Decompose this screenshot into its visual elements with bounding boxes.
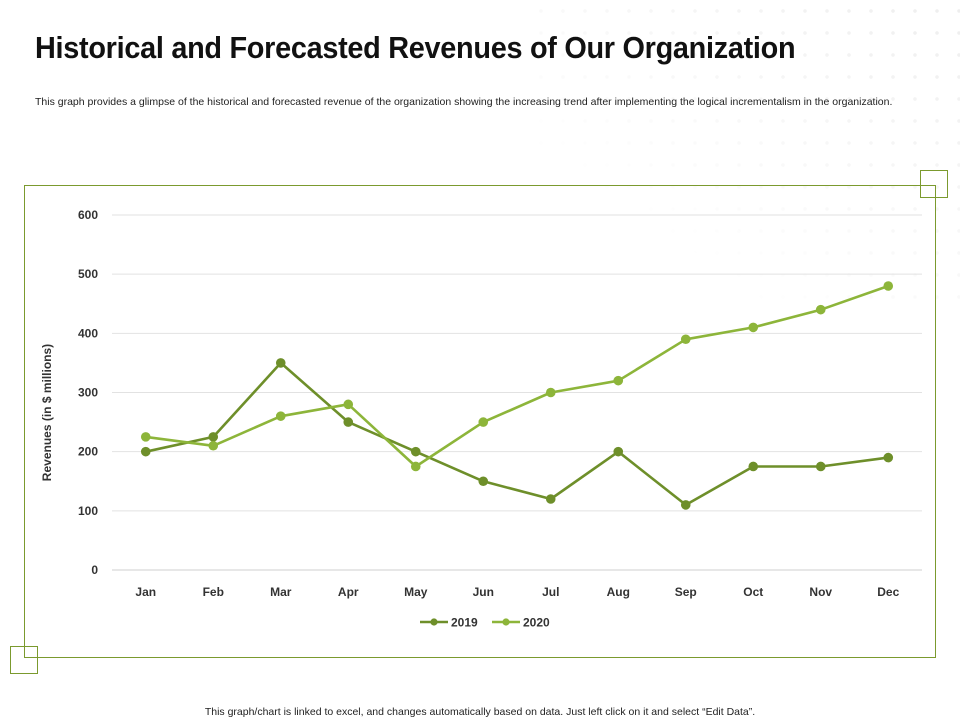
data-point-2020[interactable] bbox=[275, 411, 286, 421]
decorative-dot-pattern bbox=[530, 0, 960, 300]
data-point-2019[interactable] bbox=[545, 494, 556, 504]
page-subtitle: This graph provides a glimpse of the his… bbox=[35, 96, 893, 108]
y-tick-label: 500 bbox=[78, 267, 98, 281]
x-tick-label: Jan bbox=[135, 585, 156, 599]
x-tick-label: Apr bbox=[338, 585, 359, 599]
x-tick-label: Aug bbox=[607, 585, 630, 599]
legend-marker-2019 bbox=[430, 618, 438, 626]
legend-marker-2020 bbox=[502, 618, 510, 626]
data-point-2019[interactable] bbox=[680, 500, 691, 510]
footer-note: This graph/chart is linked to excel, and… bbox=[204, 706, 756, 718]
data-point-2019[interactable] bbox=[613, 446, 624, 457]
data-point-2020[interactable] bbox=[883, 281, 894, 291]
data-point-2019[interactable] bbox=[140, 446, 151, 457]
chart-frame[interactable] bbox=[24, 185, 936, 658]
data-point-2020[interactable] bbox=[343, 399, 354, 410]
y-tick-label: 100 bbox=[78, 504, 98, 518]
x-tick-label: Dec bbox=[877, 585, 899, 599]
x-tick-label: Sep bbox=[675, 585, 697, 599]
data-point-2020[interactable] bbox=[613, 375, 624, 386]
y-tick-label: 0 bbox=[91, 563, 98, 577]
data-point-2020[interactable] bbox=[748, 322, 759, 333]
data-point-2020[interactable] bbox=[208, 440, 219, 451]
y-tick-label: 600 bbox=[78, 208, 98, 222]
x-tick-label: Nov bbox=[809, 585, 832, 599]
series-line-2020[interactable] bbox=[145, 284, 889, 468]
data-point-2019[interactable] bbox=[343, 417, 354, 427]
data-point-2019[interactable] bbox=[208, 432, 219, 442]
data-point-2020[interactable] bbox=[680, 334, 691, 345]
y-axis-label: Revenues (in $ millions) bbox=[40, 344, 54, 481]
data-point-2019[interactable] bbox=[275, 358, 286, 368]
frame-corner-accent-top-right bbox=[920, 170, 948, 198]
data-point-2020[interactable] bbox=[140, 432, 151, 442]
data-point-2020[interactable] bbox=[478, 417, 489, 427]
y-tick-label: 200 bbox=[78, 445, 98, 459]
data-point-2019[interactable] bbox=[478, 476, 489, 487]
x-tick-label: Jul bbox=[542, 585, 559, 599]
series-line-2019[interactable] bbox=[145, 361, 889, 507]
x-tick-label: May bbox=[404, 585, 428, 599]
data-point-2019[interactable] bbox=[410, 446, 421, 457]
y-tick-label: 400 bbox=[78, 326, 98, 340]
data-point-2019[interactable] bbox=[815, 461, 826, 472]
data-point-2020[interactable] bbox=[815, 304, 826, 315]
page-title: Historical and Forecasted Revenues of Ou… bbox=[35, 30, 796, 65]
x-tick-label: Oct bbox=[743, 585, 763, 599]
legend-label-2020[interactable]: 2020 bbox=[523, 616, 550, 630]
data-point-2020[interactable] bbox=[545, 387, 556, 398]
legend-label-2019[interactable]: 2019 bbox=[451, 616, 478, 630]
y-tick-label: 300 bbox=[78, 386, 98, 400]
x-tick-label: Feb bbox=[203, 585, 224, 599]
x-tick-label: Mar bbox=[270, 585, 292, 599]
x-tick-label: Jun bbox=[473, 585, 494, 599]
data-point-2020[interactable] bbox=[410, 461, 421, 472]
frame-corner-accent-bottom-left bbox=[10, 646, 38, 674]
data-point-2019[interactable] bbox=[883, 452, 894, 463]
data-point-2019[interactable] bbox=[748, 461, 759, 472]
